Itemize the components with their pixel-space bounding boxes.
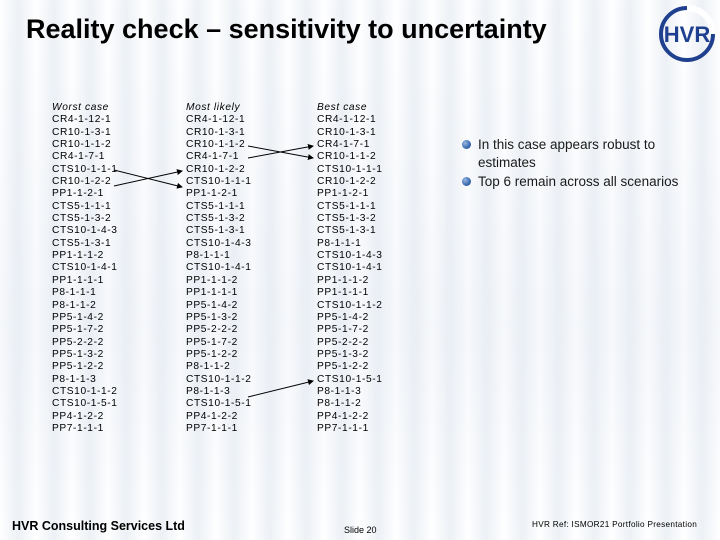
ranked-item: PP1-1-1-1 — [52, 274, 104, 286]
ranked-item: PP5-1-2-2 — [52, 361, 104, 373]
ranked-item: CTS10-1-4-3 — [52, 225, 118, 237]
best-case-heading: Best case — [317, 102, 368, 113]
bullet-text: Top 6 remain across all scenarios — [478, 174, 679, 189]
ranked-item: CR4-1-7-1 — [317, 139, 370, 151]
ranked-item: P8-1-1-2 — [52, 299, 97, 311]
ranked-item: PP7-1-1-1 — [186, 422, 238, 434]
ranked-item: CR10-1-3-1 — [186, 126, 246, 138]
ranked-item: CTS5-1-3-2 — [186, 213, 246, 225]
ranked-item: CTS10-1-4-3 — [186, 237, 252, 249]
ranked-item: PP5-1-7-2 — [317, 324, 369, 336]
ranked-item: CR4-1-12-1 — [52, 114, 112, 126]
ranked-item: CTS10-1-5-1 — [186, 398, 252, 410]
best-case-column: Best case CR4-1-12-1 CR10-1-3-1 CR4-1-7-1 C… — [317, 102, 382, 435]
ranked-item: PP4-1-2-2 — [186, 410, 238, 422]
ranked-item: CTS10-1-4-1 — [186, 262, 252, 274]
ranked-item: CTS10-1-4-1 — [317, 262, 383, 274]
ranked-item: PP5-1-3-2 — [52, 348, 104, 360]
ranked-item: CR4-1-7-1 — [52, 151, 105, 163]
bullet-text: In this case appears robust to estimates — [478, 137, 656, 170]
ranked-item: P8-1-1-3 — [186, 385, 231, 397]
ranked-item: CR10-1-3-1 — [317, 126, 377, 138]
slide-number: Slide 20 — [344, 525, 377, 535]
bullet-item: In this case appears robust to estimates — [462, 136, 682, 171]
ranked-item: P8-1-1-3 — [52, 373, 97, 385]
ranked-item: P8-1-1-1 — [317, 237, 362, 249]
ranked-item: CR10-1-1-2 — [52, 139, 112, 151]
ranked-item: PP5-1-4-2 — [317, 311, 369, 323]
most-likely-heading: Most likely — [186, 102, 241, 113]
ranked-item: PP5-2-2-2 — [317, 336, 369, 348]
ranked-item: PP1-1-1-2 — [186, 274, 238, 286]
ranked-item: CTS10-1-4-1 — [52, 262, 118, 274]
worst-case-column: Worst case CR4-1-12-1 CR10-1-3-1 CR10-1-1-… — [52, 102, 117, 435]
bullet-dot-icon — [462, 177, 471, 186]
ranked-item: PP7-1-1-1 — [317, 422, 369, 434]
ranked-item: PP1-1-1-1 — [186, 287, 238, 299]
ranked-item: CTS10-1-1-1 — [186, 176, 252, 188]
hvr-logo-icon: HVR — [659, 5, 716, 62]
ranked-item: P8-1-1-2 — [317, 398, 362, 410]
ranked-item: PP1-1-1-2 — [317, 274, 369, 286]
ranked-item: PP5-2-2-2 — [52, 336, 104, 348]
ranked-item: CTS5-1-3-1 — [52, 237, 112, 249]
ranked-item: PP5-1-3-2 — [186, 311, 238, 323]
worst-case-heading: Worst case — [52, 102, 109, 113]
ranked-item: P8-1-1-1 — [186, 250, 231, 262]
ranked-item: PP1-1-2-1 — [186, 188, 238, 200]
ranked-item: CTS10-1-1-2 — [186, 373, 252, 385]
ranked-item: PP1-1-2-1 — [52, 188, 104, 200]
ranked-item: PP5-1-4-2 — [52, 311, 104, 323]
bullet-dot-icon — [462, 140, 471, 149]
ranked-item: CTS5-1-3-1 — [317, 225, 377, 237]
ranked-item: CTS5-1-1-1 — [317, 200, 377, 212]
ranked-item: PP5-1-2-2 — [317, 361, 369, 373]
ranked-item: PP5-2-2-2 — [186, 324, 238, 336]
ranked-item: CTS10-1-1-1 — [317, 163, 383, 175]
footer-company: HVR Consulting Services Ltd — [12, 519, 185, 533]
ranked-item: PP5-1-3-2 — [317, 348, 369, 360]
ranked-item: P8-1-1-1 — [52, 287, 97, 299]
ranked-item: CTS10-1-4-3 — [317, 250, 383, 262]
ranked-item: CR4-1-12-1 — [317, 114, 377, 126]
ranked-item: CR4-1-12-1 — [186, 114, 246, 126]
ranked-item: CTS5-1-3-2 — [52, 213, 112, 225]
ranked-item: CR10-1-2-2 — [186, 163, 246, 175]
ranked-item: P8-1-1-3 — [317, 385, 362, 397]
ranked-item: P8-1-1-2 — [186, 361, 231, 373]
ranked-item: PP5-1-7-2 — [186, 336, 238, 348]
ranked-item: CTS10-1-5-1 — [52, 398, 118, 410]
ranked-item: PP1-1-1-1 — [317, 287, 369, 299]
ranked-item: CTS10-1-1-2 — [317, 299, 383, 311]
ranked-item: PP1-1-2-1 — [317, 188, 369, 200]
ranked-item: CTS10-1-5-1 — [317, 373, 383, 385]
slide-title: Reality check – sensitivity to uncertain… — [26, 14, 547, 44]
ranked-item: CR10-1-3-1 — [52, 126, 112, 138]
ranked-item: CTS5-1-3-1 — [186, 225, 246, 237]
ranked-item: CTS10-1-1-1 — [52, 163, 118, 175]
ranked-item: PP1-1-1-2 — [52, 250, 104, 262]
ranked-item: PP5-1-7-2 — [52, 324, 104, 336]
most-likely-column: Most likely CR4-1-12-1 CR10-1-3-1 CR10-1-1… — [186, 102, 251, 435]
ranked-item: CR4-1-7-1 — [186, 151, 239, 163]
ranked-item: CTS10-1-1-2 — [52, 385, 118, 397]
ranked-item: CTS5-1-1-1 — [52, 200, 112, 212]
ranked-item: PP7-1-1-1 — [52, 422, 104, 434]
ranked-item: CR10-1-2-2 — [52, 176, 112, 188]
ranked-item: CR10-1-1-2 — [186, 139, 246, 151]
ranked-item: PP4-1-2-2 — [52, 410, 104, 422]
bullet-list: In this case appears robust to estimates… — [462, 136, 682, 193]
logo-text: HVR — [664, 22, 711, 47]
ranked-item: PP4-1-2-2 — [317, 410, 369, 422]
ranked-item: CR10-1-1-2 — [317, 151, 377, 163]
ranked-item: PP5-1-2-2 — [186, 348, 238, 360]
ranked-item: PP5-1-4-2 — [186, 299, 238, 311]
footer-reference: HVR Ref: ISMOR21 Portfolio Presentation — [532, 520, 698, 529]
ranked-item: CTS5-1-1-1 — [186, 200, 246, 212]
ranked-item: CTS5-1-3-2 — [317, 213, 377, 225]
bullet-item: Top 6 remain across all scenarios — [462, 173, 682, 191]
ranked-item: CR10-1-2-2 — [317, 176, 377, 188]
